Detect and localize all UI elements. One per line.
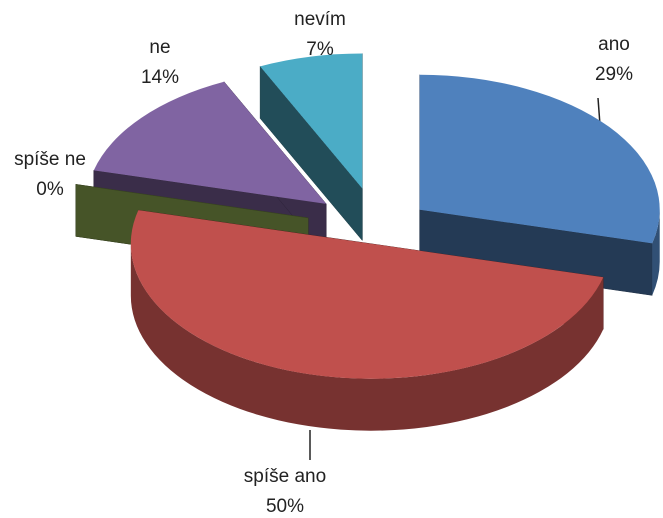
value-label: 7% xyxy=(306,39,334,60)
slice-top xyxy=(419,74,660,244)
pie xyxy=(75,53,660,431)
slice-top xyxy=(130,210,604,379)
pie-slice xyxy=(259,53,363,242)
category-label: ano xyxy=(598,34,630,55)
category-label: spíše ano xyxy=(244,466,326,487)
slice-top xyxy=(93,81,327,204)
category-label: spíše ne xyxy=(14,149,86,170)
slice-side xyxy=(652,209,660,296)
value-label: 0% xyxy=(36,179,64,200)
value-label: 29% xyxy=(595,64,633,85)
pie-slice xyxy=(130,209,604,431)
slice-side xyxy=(130,243,604,431)
value-label: 14% xyxy=(141,67,179,88)
pie-slice xyxy=(419,74,660,296)
slice-top xyxy=(260,53,363,189)
category-label: nevím xyxy=(294,9,346,30)
category-label: ne xyxy=(149,37,170,58)
value-label: 50% xyxy=(266,496,304,517)
